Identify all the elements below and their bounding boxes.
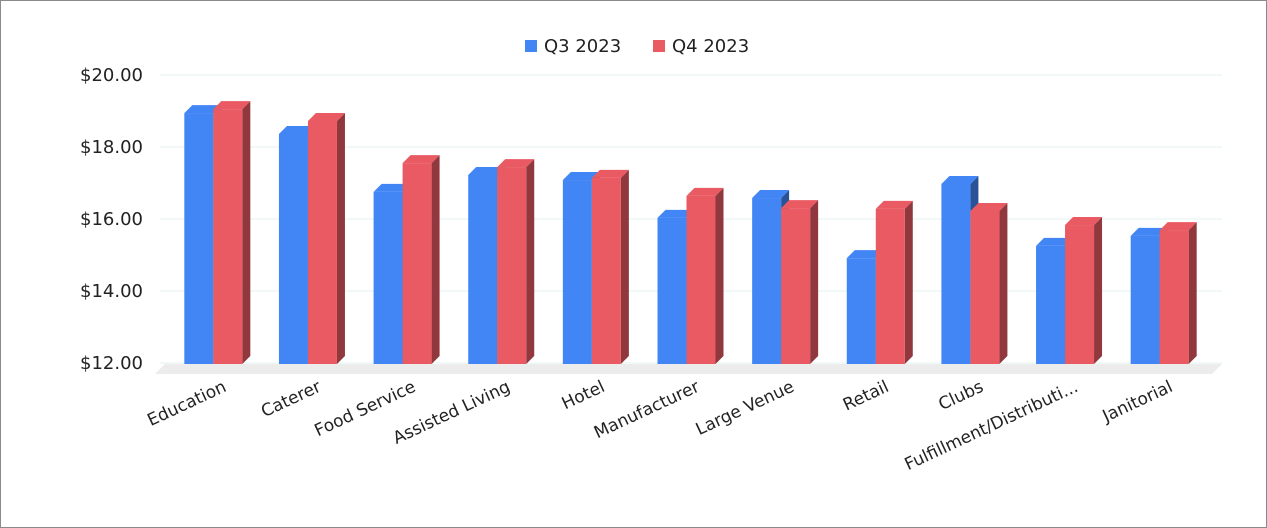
y-tick-label: $14.00 <box>80 281 143 302</box>
bar-side <box>526 159 535 364</box>
bar-top <box>781 200 819 209</box>
y-tick-label: $18.00 <box>80 137 143 158</box>
bar <box>1065 225 1095 364</box>
bar <box>1159 230 1189 364</box>
y-tick-label: $16.00 <box>80 209 143 230</box>
bar-top <box>373 183 411 192</box>
bar <box>1036 245 1066 364</box>
bar-top <box>1130 227 1168 236</box>
bar-side <box>1094 217 1103 364</box>
bar-side <box>1188 222 1197 364</box>
bar <box>184 113 214 364</box>
bar <box>970 211 1000 364</box>
bar <box>875 208 905 364</box>
bar <box>752 198 782 364</box>
bar-top <box>468 167 506 175</box>
bar-top <box>184 105 222 114</box>
bar-top <box>970 203 1008 211</box>
bar <box>402 163 432 364</box>
y-tick-label: $12.00 <box>80 353 143 374</box>
bar <box>941 184 971 364</box>
bar <box>781 208 811 364</box>
bar-top <box>752 190 790 199</box>
y-tick-label: $20.00 <box>80 65 143 86</box>
bar <box>213 109 243 365</box>
legend-swatch <box>525 40 537 52</box>
bar-top <box>846 250 884 259</box>
bar-top <box>1036 237 1074 246</box>
bar <box>373 191 403 364</box>
bar-top <box>402 155 440 164</box>
bar-side <box>999 203 1008 364</box>
bar <box>468 175 498 364</box>
bar-side <box>715 187 724 364</box>
bar-top <box>1159 222 1197 231</box>
bar <box>846 258 876 364</box>
floor <box>155 364 1222 374</box>
bar-top <box>307 113 345 121</box>
bar-top <box>657 209 695 218</box>
bar-side <box>242 101 251 365</box>
bar-side <box>810 200 819 364</box>
bar <box>686 195 716 364</box>
legend-label: Q4 2023 <box>672 36 749 57</box>
bar-side <box>620 169 629 364</box>
bar-top <box>591 169 629 178</box>
bar-top <box>213 101 251 110</box>
bar <box>307 121 337 364</box>
bar-top <box>686 187 724 196</box>
bar-top <box>875 200 913 209</box>
bar-side <box>904 200 913 364</box>
bar-side <box>431 155 440 364</box>
bar-top <box>497 159 535 168</box>
bar <box>278 133 308 364</box>
bar <box>562 180 592 364</box>
bar <box>591 177 621 364</box>
legend-swatch <box>653 40 665 52</box>
bar-side <box>336 113 345 364</box>
bar-top <box>562 172 600 181</box>
bar-top <box>1065 217 1103 226</box>
bar-top <box>278 125 316 134</box>
bar <box>1130 235 1160 364</box>
bar-top <box>941 176 979 184</box>
bar <box>657 217 687 364</box>
bar <box>497 167 527 364</box>
legend-label: Q3 2023 <box>544 36 621 57</box>
